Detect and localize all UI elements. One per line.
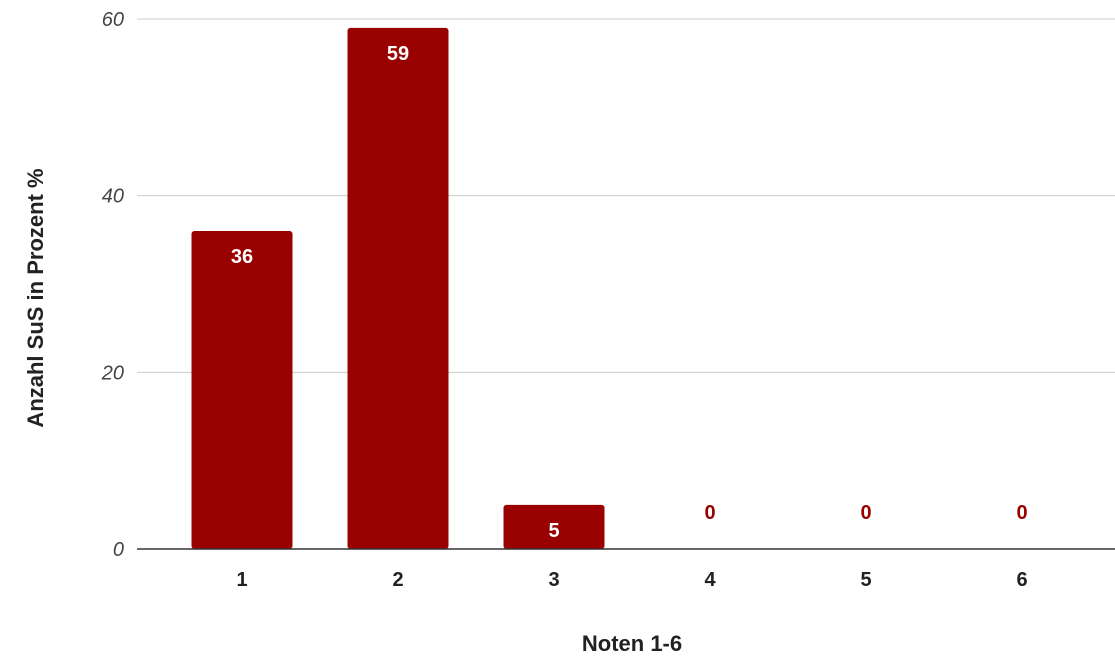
x-tick-label-4: 4 xyxy=(704,569,716,591)
data-label-2: 59 xyxy=(387,43,409,65)
bars xyxy=(191,27,605,550)
x-tick-label-2: 2 xyxy=(392,569,403,591)
y-axis-title: Anzahl SuS in Prozent % xyxy=(23,168,48,427)
data-label-5: 0 xyxy=(860,502,871,524)
x-axis-title: Noten 1-6 xyxy=(582,631,682,656)
y-tick-label-60: 60 xyxy=(102,9,124,31)
bar-3 xyxy=(503,504,605,549)
data-label-4: 0 xyxy=(704,502,715,524)
x-tick-label-3: 3 xyxy=(548,569,559,591)
y-tick-label-20: 20 xyxy=(101,362,124,384)
x-tick-label-5: 5 xyxy=(860,569,871,591)
y-tick-labels: 0 20 40 60 xyxy=(101,9,124,561)
x-tick-label-1: 1 xyxy=(236,569,247,591)
data-label-3: 5 xyxy=(548,520,559,542)
x-tick-labels: 1 2 3 4 5 6 xyxy=(236,569,1027,591)
bar-1 xyxy=(191,231,293,549)
data-labels: 36 59 5 0 0 0 xyxy=(231,43,1028,542)
data-label-1: 36 xyxy=(231,246,253,268)
data-label-6: 0 xyxy=(1016,502,1027,524)
gridlines xyxy=(137,18,1115,373)
bar-2 xyxy=(347,27,449,550)
y-tick-label-40: 40 xyxy=(102,186,124,208)
y-tick-label-0: 0 xyxy=(113,539,124,561)
x-tick-label-6: 6 xyxy=(1016,569,1027,591)
